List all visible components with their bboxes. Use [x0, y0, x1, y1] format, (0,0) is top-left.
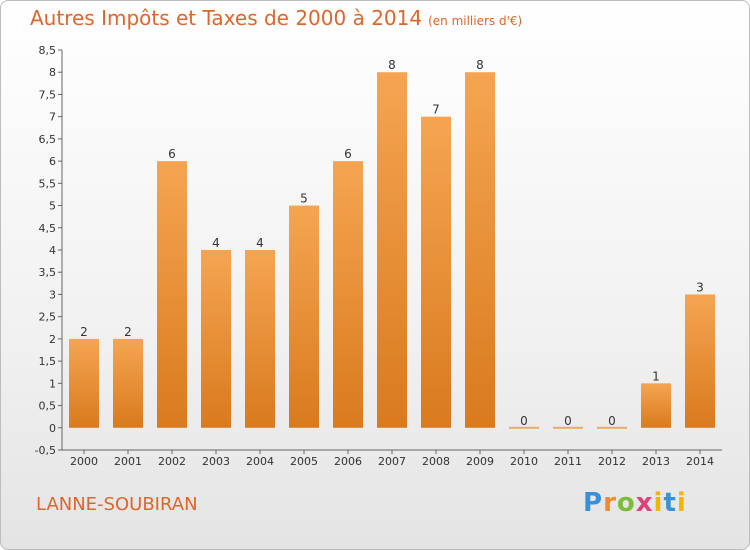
- x-tick-label: 2005: [290, 455, 318, 468]
- data-label: 2: [80, 325, 88, 339]
- bar: [553, 426, 583, 429]
- y-tick-label: 3: [49, 288, 56, 301]
- y-tick-label: 7: [49, 111, 56, 124]
- proxiti-logo: Proxiti: [583, 488, 687, 518]
- logo-letter: t: [663, 488, 677, 518]
- y-tick-label: 6,5: [39, 133, 57, 146]
- y-tick-label: 5: [49, 200, 56, 213]
- y-tick-label: 0,5: [39, 400, 57, 413]
- bar: [421, 116, 451, 428]
- bar: [333, 161, 363, 428]
- bar: [377, 72, 407, 428]
- bar: [641, 383, 671, 428]
- logo-letter: P: [583, 488, 604, 518]
- bar: [465, 72, 495, 428]
- y-tick-label: 1,5: [39, 355, 57, 368]
- bar: [245, 250, 275, 428]
- bar: [157, 161, 187, 428]
- x-tick-label: 2013: [642, 455, 670, 468]
- data-label: 8: [476, 58, 484, 72]
- bar: [509, 426, 539, 429]
- y-tick-label: 6: [49, 155, 56, 168]
- x-tick-label: 2009: [466, 455, 494, 468]
- y-tick-label: 5,5: [39, 177, 57, 190]
- x-tick-label: 2008: [422, 455, 450, 468]
- data-label: 0: [564, 414, 572, 428]
- x-tick-label: 2012: [598, 455, 626, 468]
- bar: [201, 250, 231, 428]
- data-label: 1: [652, 369, 660, 383]
- x-tick-label: 2011: [554, 455, 582, 468]
- y-tick-label: 3,5: [39, 266, 57, 279]
- x-tick-label: 2006: [334, 455, 362, 468]
- data-label: 3: [696, 280, 704, 294]
- x-tick-label: 2004: [246, 455, 274, 468]
- data-label: 6: [168, 147, 176, 161]
- x-tick-label: 2000: [70, 455, 98, 468]
- bar: [685, 294, 715, 428]
- data-label: 2: [124, 325, 132, 339]
- y-tick-label: 1: [49, 377, 56, 390]
- chart-title-text: Autres Impôts et Taxes de 2000 à 2014: [30, 6, 423, 30]
- y-tick-label: 4,5: [39, 222, 57, 235]
- bar: [597, 426, 627, 429]
- data-label: 4: [256, 236, 264, 250]
- y-tick-label: 8,5: [39, 44, 57, 57]
- data-label: 4: [212, 236, 220, 250]
- chart-title: Autres Impôts et Taxes de 2000 à 2014 (en…: [30, 6, 522, 30]
- logo-letter: o: [616, 488, 636, 518]
- data-label: 5: [300, 192, 308, 206]
- data-label: 7: [432, 103, 440, 117]
- y-tick-label: 7,5: [39, 88, 57, 101]
- bar: [289, 205, 319, 428]
- data-label: 8: [388, 58, 396, 72]
- logo-letter: x: [635, 488, 654, 518]
- y-tick-label: 0: [49, 422, 56, 435]
- data-label: 6: [344, 147, 352, 161]
- x-tick-label: 2010: [510, 455, 538, 468]
- x-tick-label: 2014: [686, 455, 714, 468]
- x-tick-label: 2007: [378, 455, 406, 468]
- logo-letter: i: [653, 488, 664, 518]
- commune-name: LANNE-SOUBIRAN: [36, 494, 198, 515]
- data-label: 0: [608, 414, 616, 428]
- y-tick-label: 8: [49, 66, 56, 79]
- y-tick-label: -0,5: [35, 444, 56, 457]
- y-tick-label: 4: [49, 244, 56, 257]
- x-tick-label: 2003: [202, 455, 230, 468]
- chart-subtitle: (en milliers d'€): [428, 14, 523, 28]
- x-tick-label: 2001: [114, 455, 142, 468]
- x-tick-label: 2002: [158, 455, 186, 468]
- y-tick-label: 2: [49, 333, 56, 346]
- logo-letter: i: [676, 488, 687, 518]
- logo-letter: r: [603, 488, 617, 518]
- data-label: 0: [520, 414, 528, 428]
- y-tick-label: 2,5: [39, 311, 57, 324]
- bar: [69, 338, 99, 428]
- bar: [113, 338, 143, 428]
